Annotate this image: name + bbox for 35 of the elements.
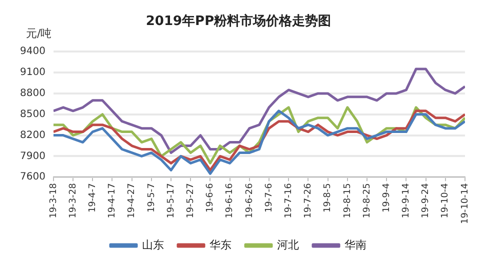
y-axis-title: 元/吨 (26, 26, 52, 40)
x-tick-label: 19-5-7 (146, 183, 157, 213)
legend-label: 山东 (142, 238, 164, 252)
x-tick-label: 19-7-16 (284, 182, 294, 218)
chart-title: 2019年PP粉料市场价格走势图 (146, 13, 332, 30)
x-tick-label: 19-7-26 (304, 182, 314, 218)
x-tick-label: 19-5-17 (166, 183, 176, 218)
x-tick-label: 19-3-18 (48, 182, 59, 218)
y-tick-label: 8200 (20, 130, 46, 141)
x-tick-label: 19-7-6 (264, 182, 274, 213)
x-tick-label: 19-6-16 (225, 182, 236, 218)
x-tick-label: 19-9-24 (421, 182, 432, 218)
x-tick-label: 19-3-28 (68, 182, 78, 218)
x-tick-label: 19-8-5 (323, 183, 334, 213)
x-tick-label: 19-6-6 (206, 182, 216, 213)
y-tick-label: 9100 (20, 67, 46, 78)
y-tick-label: 9400 (20, 46, 46, 58)
legend-label: 华东 (210, 238, 232, 252)
x-tick-label: 19-10-4 (440, 182, 451, 218)
legend-label: 华南 (344, 238, 366, 252)
x-tick-label: 19-6-26 (244, 182, 255, 218)
y-tick-label: 8800 (20, 88, 46, 100)
y-tick-label: 8500 (20, 108, 46, 120)
x-tick-label: 19-4-27 (127, 183, 138, 218)
x-tick-label: 19-5-27 (186, 183, 196, 218)
x-tick-label: 19-4-7 (88, 183, 98, 213)
x-tick-label: 19-9-4 (382, 182, 392, 213)
x-tick-label: 19-10-14 (460, 182, 470, 224)
x-tick-label: 19-9-14 (402, 182, 412, 218)
x-tick-label: 19-4-17 (108, 183, 118, 218)
x-tick-label: 19-8-25 (362, 183, 372, 218)
x-tick-label: 19-8-15 (342, 183, 353, 218)
y-tick-label: 7600 (20, 172, 46, 183)
legend-label: 河北 (277, 238, 299, 252)
y-tick-label: 7900 (20, 150, 46, 162)
